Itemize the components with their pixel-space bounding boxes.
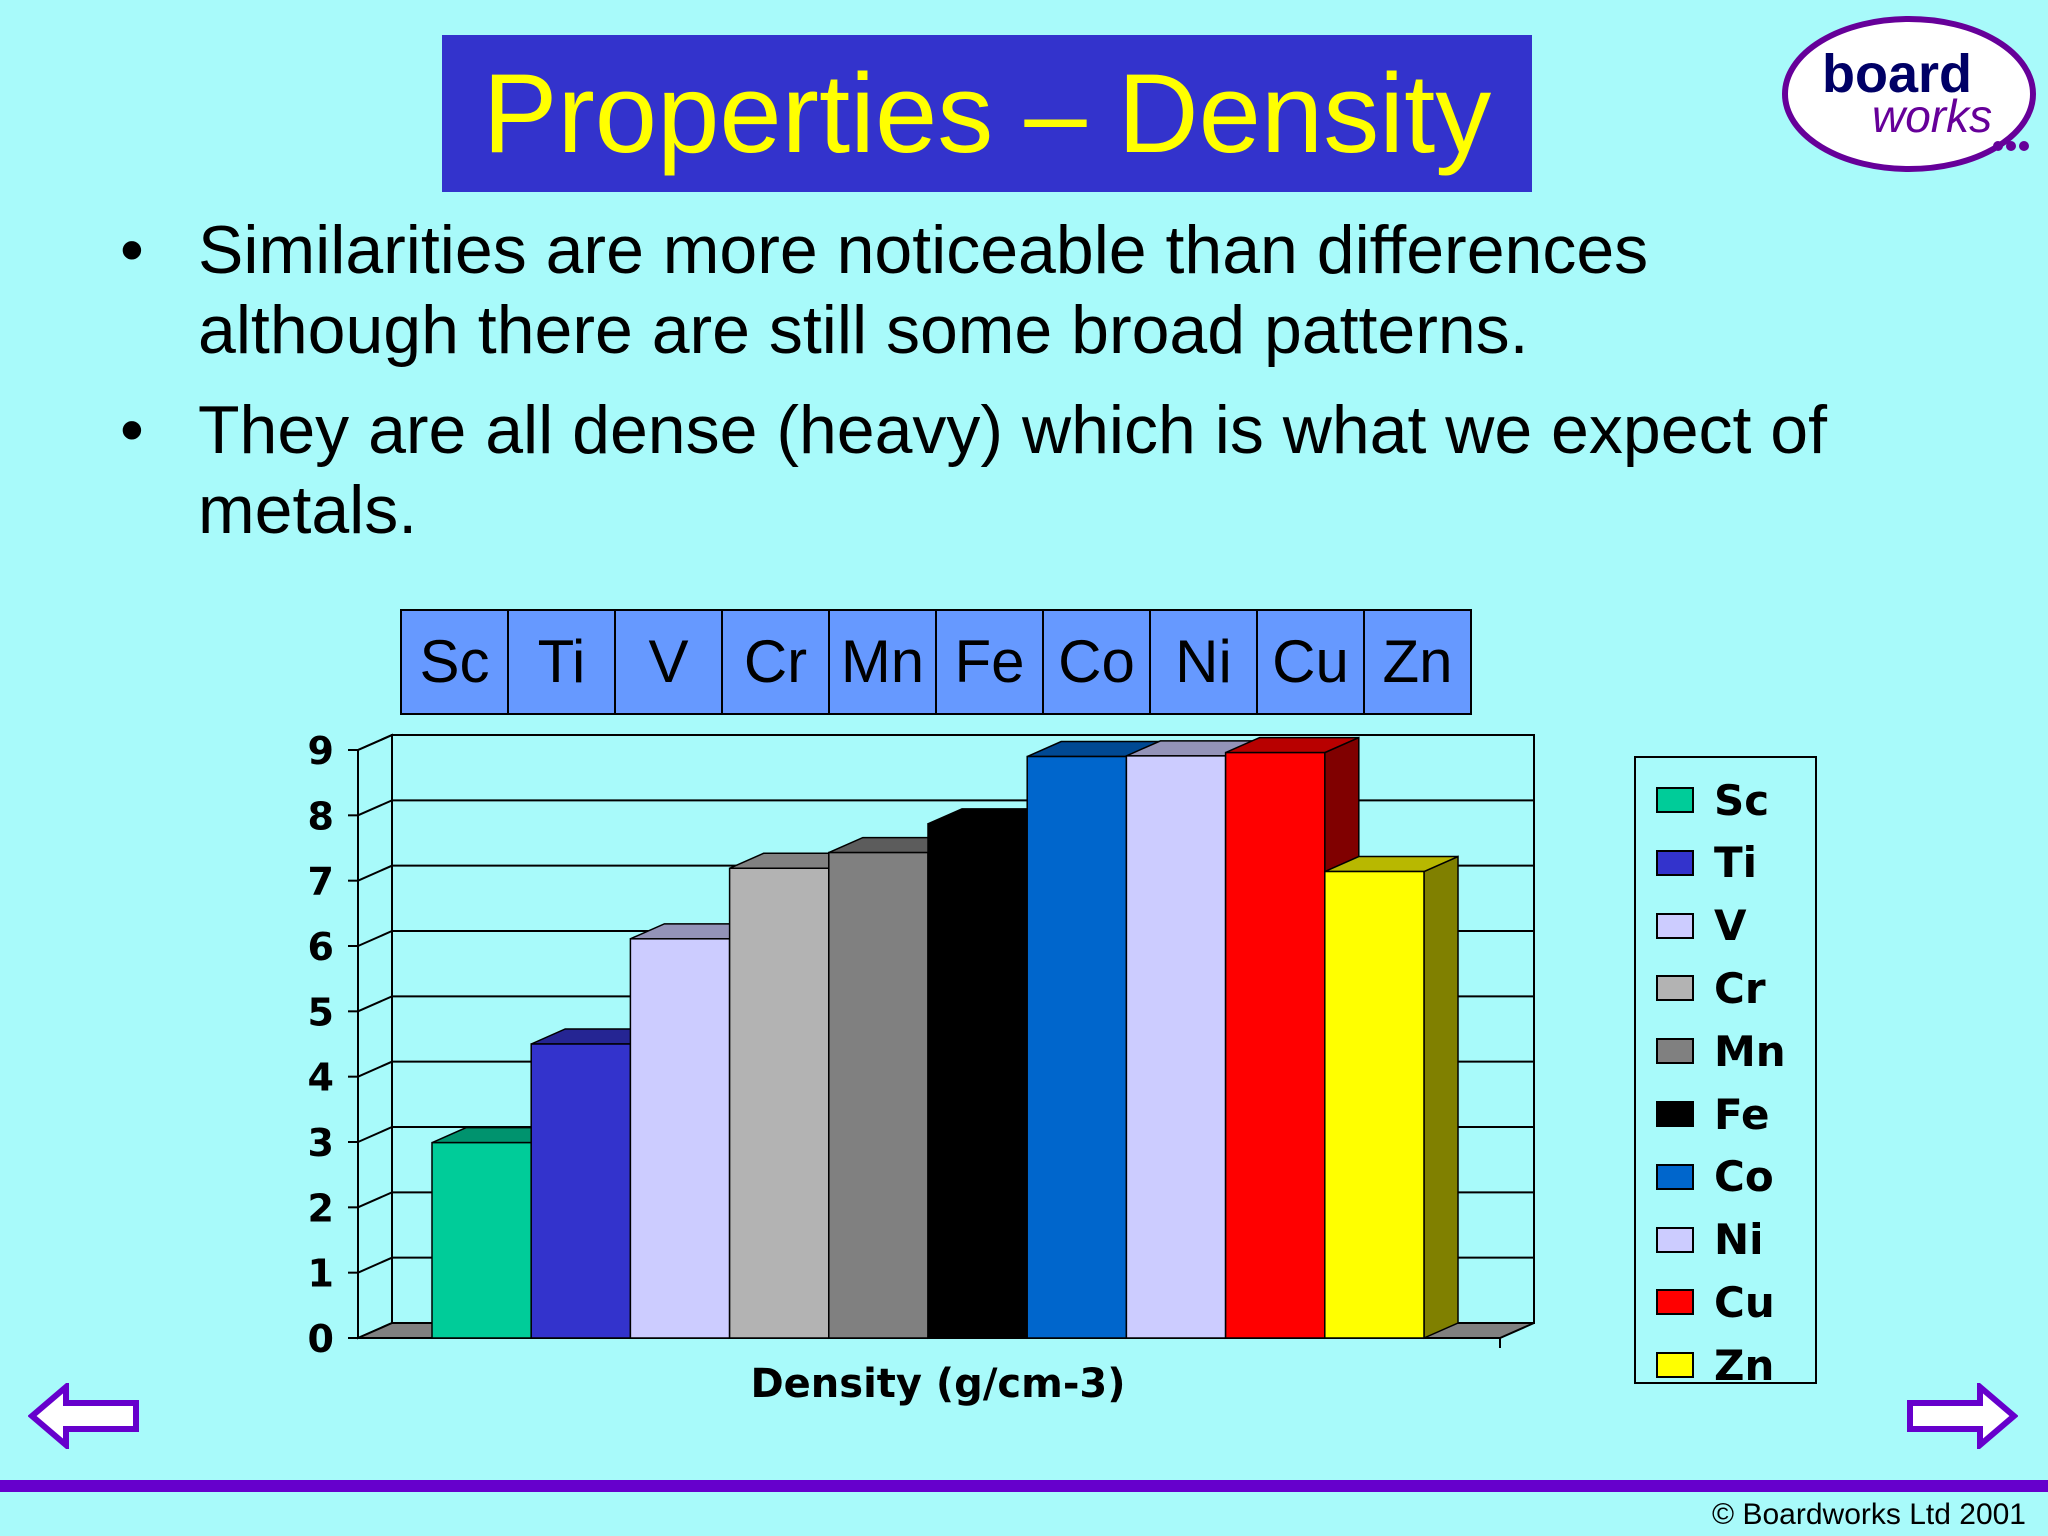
legend-item-ni: Ni: [1656, 1215, 1764, 1264]
bullet-text: They are all dense (heavy) which is what…: [198, 392, 1828, 548]
footer-bar: [0, 1480, 2048, 1492]
bar-ti: [530, 1043, 632, 1339]
legend-item-v: V: [1656, 901, 1747, 950]
legend-swatch: [1656, 1289, 1694, 1316]
legend-swatch: [1656, 849, 1694, 876]
legend-label: Fe: [1714, 1089, 1770, 1139]
bar-mn: [828, 851, 929, 1339]
legend-swatch: [1656, 1038, 1694, 1065]
legend-swatch: [1656, 787, 1694, 813]
svg-text:works: works: [1872, 90, 1992, 142]
bar-co: [1026, 755, 1128, 1339]
element-cell-v: V: [614, 611, 721, 713]
bullet-dot: •: [120, 392, 144, 468]
legend-item-sc: Sc: [1656, 776, 1769, 825]
legend-item-fe: Fe: [1656, 1090, 1769, 1139]
element-cell-cu: Cu: [1256, 611, 1363, 713]
bullet-text: Similarities are more noticeable than di…: [198, 212, 1649, 368]
element-cell-mn: Mn: [828, 611, 935, 713]
y-tick-label: 0: [308, 1317, 334, 1361]
bar-side-zn: [1423, 855, 1459, 1340]
legend-label: V: [1714, 901, 1747, 951]
bullet-item: • Similarities are more noticeable than d…: [120, 210, 1920, 370]
legend-item-cu: Cu: [1656, 1278, 1775, 1327]
bar-zn: [1324, 870, 1425, 1339]
legend-label: Ti: [1714, 838, 1758, 888]
slide-title: Properties – Density: [442, 35, 1532, 192]
legend-item-zn: Zn: [1656, 1341, 1774, 1390]
bullet-dot: •: [120, 212, 144, 288]
legend-item-cr: Cr: [1656, 964, 1766, 1013]
legend-swatch: [1656, 1226, 1694, 1253]
x-axis-label: Density (g/cm-3): [750, 1361, 1125, 1407]
legend-item-mn: Mn: [1656, 1027, 1786, 1076]
chart-legend: Sc Ti V Cr Mn Fe Co Ni Cu Zn: [1634, 756, 1817, 1390]
svg-text:board: board: [1822, 44, 1972, 104]
bar-fe: [927, 823, 1028, 1339]
element-symbol-row: Sc Ti V Cr Mn Fe Co Ni Cu Zn: [400, 609, 1472, 715]
y-tick-label: 2: [308, 1186, 334, 1230]
element-cell-co: Co: [1042, 611, 1149, 713]
right-arrow-icon[interactable]: [1906, 1383, 2018, 1449]
element-cell-cr: Cr: [721, 611, 828, 713]
bar-ni: [1125, 755, 1227, 1339]
element-cell-ni: Ni: [1149, 611, 1256, 713]
legend-label: Mn: [1714, 1026, 1786, 1076]
legend-label: Ni: [1714, 1215, 1764, 1265]
y-tick-label: 8: [308, 794, 334, 838]
legend-label: Cr: [1714, 963, 1766, 1013]
legend-swatch: [1656, 1163, 1694, 1190]
boardworks-logo: board works: [1782, 16, 2036, 172]
legend-item-ti: Ti: [1656, 838, 1757, 887]
copyright: © Boardworks Ltd 2001: [1712, 1498, 2026, 1531]
y-tick-label: 7: [308, 860, 334, 904]
bullet-list: • Similarities are more noticeable than d…: [120, 210, 1920, 570]
legend-swatch: [1656, 912, 1694, 939]
legend-swatch: [1656, 1352, 1694, 1379]
legend-label: Zn: [1714, 1340, 1775, 1390]
element-cell-ti: Ti: [507, 611, 614, 713]
legend-label: Co: [1714, 1152, 1774, 1202]
y-tick-label: 5: [308, 990, 334, 1034]
bar-cu: [1224, 751, 1326, 1339]
y-tick-label: 4: [308, 1056, 334, 1100]
bullet-item: • They are all dense (heavy) which is wha…: [120, 390, 1920, 550]
chart-side-wall: [357, 733, 393, 1340]
legend-label: Sc: [1714, 775, 1770, 825]
legend-item-co: Co: [1656, 1152, 1774, 1201]
bar-cr: [728, 867, 830, 1339]
bar-sc: [431, 1141, 532, 1339]
gridline: [357, 734, 1534, 751]
legend-label: Cu: [1714, 1277, 1775, 1327]
legend-swatch: [1656, 1101, 1694, 1127]
y-tick-label: 3: [308, 1121, 334, 1165]
element-cell-zn: Zn: [1363, 611, 1470, 713]
left-arrow-icon[interactable]: [28, 1383, 140, 1449]
y-tick-label: 6: [308, 925, 334, 969]
y-tick-label: 1: [308, 1252, 334, 1296]
y-tick-label: 9: [308, 729, 334, 773]
legend-swatch: [1656, 975, 1694, 1002]
bar-v: [629, 938, 731, 1339]
element-cell-fe: Fe: [935, 611, 1042, 713]
element-cell-sc: Sc: [419, 628, 490, 695]
